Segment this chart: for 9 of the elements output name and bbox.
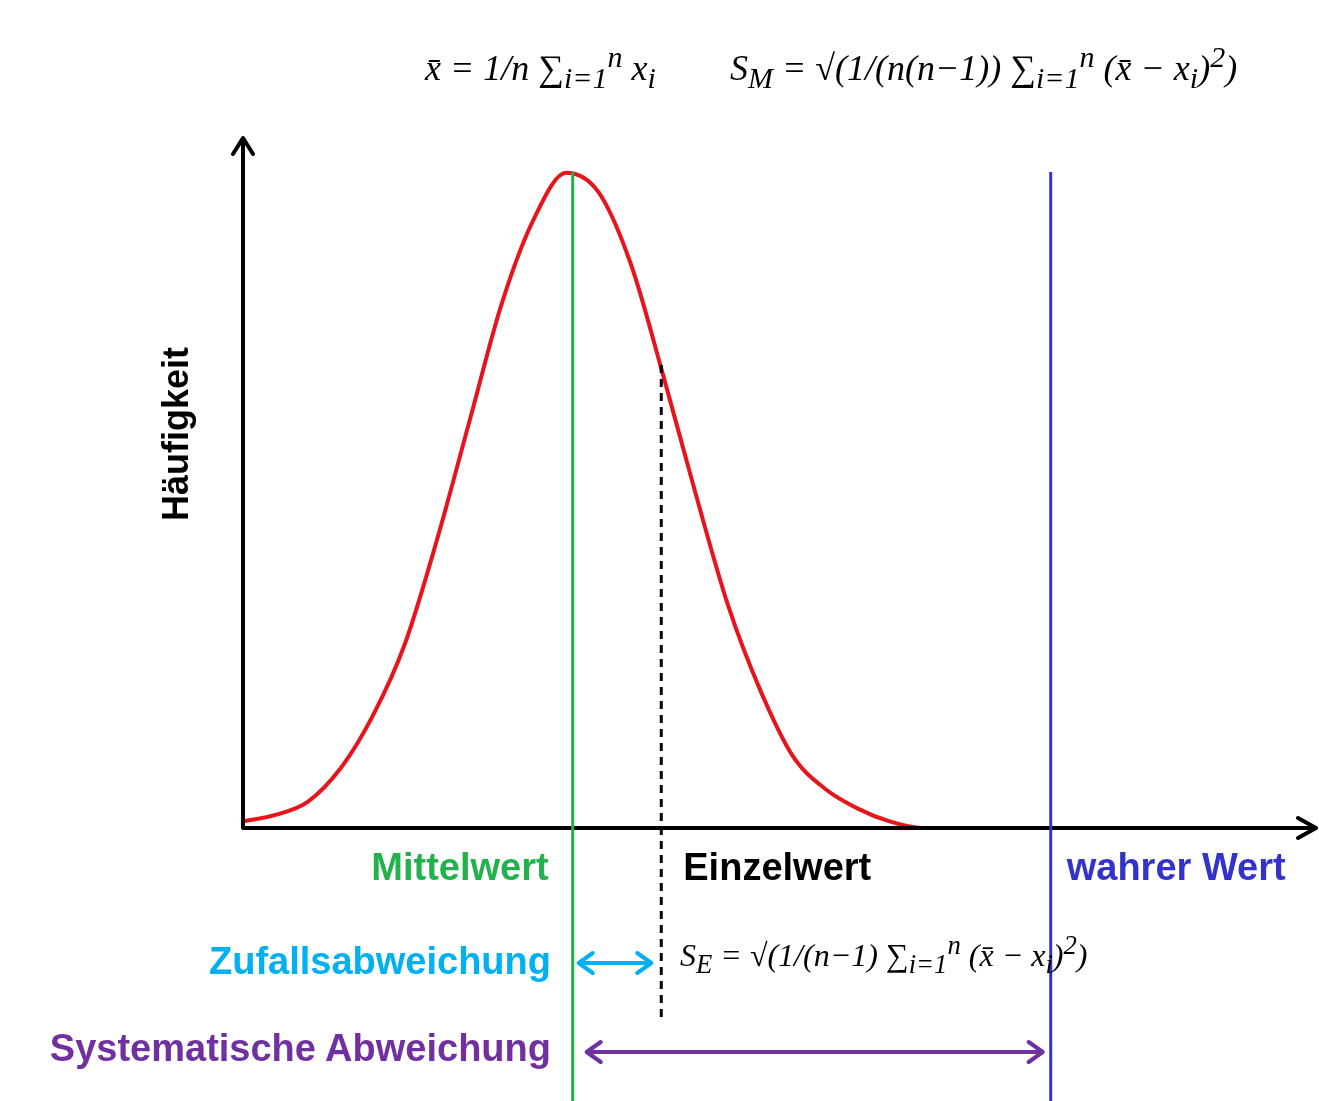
text: Mittelwert — [371, 846, 549, 889]
text: Einzelwert — [683, 846, 872, 889]
text: S$_{E}$ = √(1/(n−1) ∑$_{i=1}$$^{n}$ (x̄ − x$_{i}$)$^{2}$) — [680, 930, 1088, 980]
text: Zufallsabweichung — [208, 940, 551, 983]
text: Systematische Abweichung — [49, 1027, 551, 1070]
text: S$_{M}$ = √(1/(n(n−1)) ∑$_{i=1}$$^{n}$ (x̄ − x$_{i}$)$^{2}$) — [730, 40, 1238, 95]
text: x̄ = 1/n ∑$_{i=1}$$^{n}$ x$_{i}$ — [425, 40, 656, 96]
text: wahrer Wert — [1066, 846, 1286, 889]
y-axis-title: Häufigkeit — [154, 346, 196, 522]
